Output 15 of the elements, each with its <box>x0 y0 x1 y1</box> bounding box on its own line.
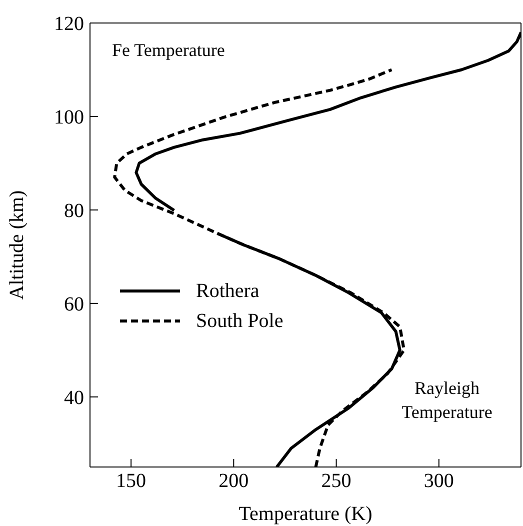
x-tick-label: 250 <box>321 470 352 492</box>
y-axis-title: Altitude (km) <box>6 190 28 300</box>
x-axis-title: Temperature (K) <box>238 503 372 525</box>
legend-label: Rothera <box>196 280 260 302</box>
annotation: Fe Temperature <box>112 40 225 61</box>
x-tick-label: 300 <box>424 470 454 492</box>
x-tick-label: 200 <box>218 470 249 492</box>
legend-label: South Pole <box>196 310 284 332</box>
y-tick-label: 40 <box>64 386 84 409</box>
y-tick-label: 60 <box>64 294 84 316</box>
y-tick-label: 120 <box>54 13 84 36</box>
annotation: Rayleigh Temperature <box>400 377 494 424</box>
y-tick-label: 80 <box>64 200 84 222</box>
x-tick-label: 150 <box>116 470 146 492</box>
y-tick-label: 100 <box>54 106 84 129</box>
